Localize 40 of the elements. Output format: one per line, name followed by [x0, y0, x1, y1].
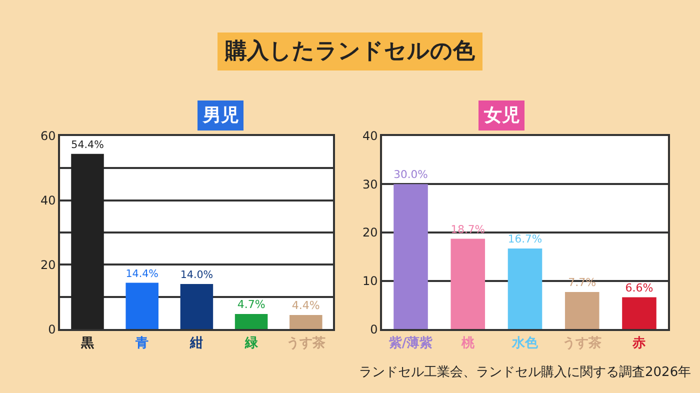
- x-tick-label: 桃: [460, 336, 476, 351]
- bar: [508, 248, 542, 330]
- data-label: 14.4%: [126, 268, 159, 280]
- bar: [180, 284, 214, 330]
- bar: [394, 184, 428, 330]
- bar: [290, 314, 322, 330]
- bar: [71, 154, 104, 330]
- data-label: 30.0%: [394, 168, 428, 182]
- y-tick-label: 20: [362, 226, 378, 240]
- x-tick-label: 水色: [511, 336, 539, 351]
- y-tick-label: 30: [362, 177, 378, 192]
- x-tick-label: 赤: [632, 336, 646, 351]
- bar: [564, 292, 600, 330]
- data-label: 4.7%: [237, 298, 266, 312]
- bar: [126, 282, 158, 330]
- y-tick-label: 10: [362, 274, 378, 288]
- y-tick-label: 60: [40, 129, 56, 144]
- data-label: 14.0%: [180, 269, 214, 282]
- data-label: 6.6%: [625, 281, 654, 294]
- x-tick-label: うす茶: [286, 334, 326, 351]
- y-tick-label: 40: [40, 193, 56, 208]
- y-tick-label: 0: [48, 322, 56, 336]
- data-label: 16.7%: [508, 232, 542, 246]
- x-tick-label: 紺: [189, 336, 204, 351]
- y-tick-label: 40: [362, 129, 378, 144]
- x-tick-label: 黒: [80, 336, 95, 351]
- bar: [450, 238, 486, 330]
- data-label: 54.4%: [71, 139, 104, 152]
- y-tick-label: 20: [40, 258, 56, 272]
- data-label: 4.4%: [292, 298, 320, 312]
- bar: [622, 297, 656, 330]
- chart-title: 女児: [483, 105, 520, 126]
- chart-title: 購入したランドセルの色: [224, 39, 476, 64]
- x-tick-label: 緑: [244, 336, 259, 351]
- y-tick-label: 0: [370, 322, 378, 336]
- text: ランドセル工業会、ランドセル購入に関する調査2026年: [359, 365, 692, 380]
- chart-subtitle: 男児: [202, 105, 239, 126]
- x-tick-label: 紫/薄紫: [388, 334, 433, 351]
- bar: [234, 314, 268, 330]
- x-tick-label: 青: [134, 336, 149, 351]
